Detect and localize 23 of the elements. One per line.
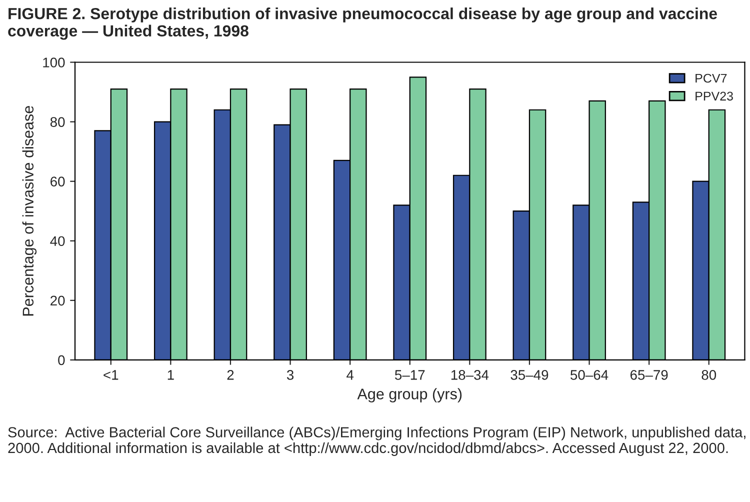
x-tick-label: <1 — [104, 370, 118, 380]
y-tick-label: 0 — [58, 355, 65, 366]
x-axis-title: Age group (yrs) — [357, 388, 462, 402]
x-tick-label: 3 — [286, 370, 294, 380]
y-tick-label: 100 — [43, 58, 65, 68]
x-tick-label: 50–64 — [570, 370, 608, 380]
y-tick-label: 80 — [50, 117, 65, 127]
x-tick-label: 35–49 — [510, 370, 548, 380]
y-tick-label: 40 — [50, 236, 65, 246]
x-tick-label: 2 — [227, 370, 234, 380]
source-note: Source: Active Bacterial Core Surveillance (ABCs)/Emerging Infections Program (EIP) Network, unpublished data, 2000. Additional information is available at <http://www.cdc.gov/ncidod/dbmd/abcs>. Accessed August 22, 2000. — [8, 426, 746, 456]
x-tick-label: 18–34 — [451, 370, 489, 380]
y-tick-label: 60 — [50, 176, 65, 186]
y-axis-title: Percentage of invasive disease — [22, 106, 37, 316]
legend-label: PCV7 — [696, 74, 727, 83]
x-tick-label: 5–17 — [394, 370, 425, 380]
x-tick-label: 1 — [168, 370, 174, 380]
x-tick-label: 80 — [702, 370, 716, 380]
chart-title: FIGURE 2. Serotype distribution of invasive pneumococcal disease by age group and vaccine coverage — United States, 1998 — [8, 8, 718, 40]
legend-label: PPV23 — [696, 92, 733, 101]
y-tick-label: 20 — [50, 296, 65, 306]
x-tick-label: 65–79 — [630, 370, 668, 380]
x-tick-label: 4 — [346, 370, 354, 380]
